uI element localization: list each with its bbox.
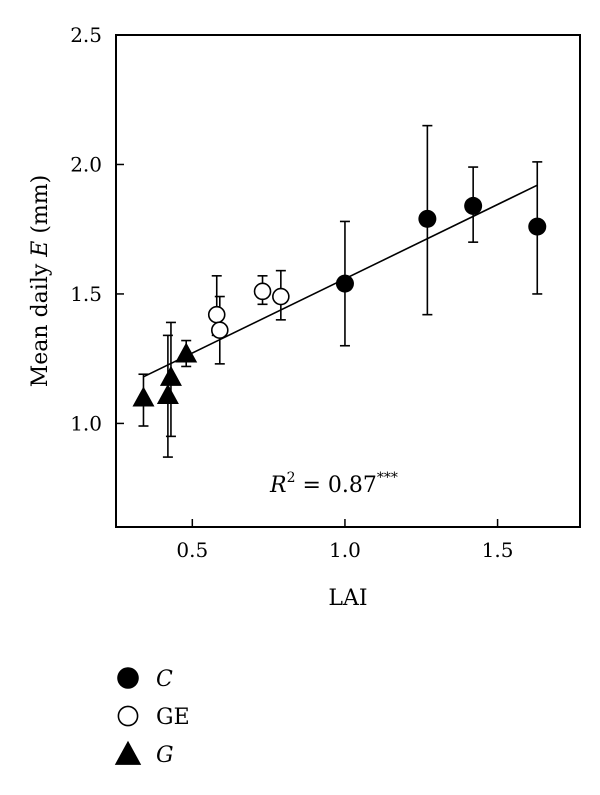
point-C-0 <box>335 274 354 293</box>
y-tick-label-0: 1.0 <box>70 411 102 435</box>
point-C-1 <box>418 209 437 228</box>
legend-label-C: C <box>156 667 173 692</box>
x-tick-label-2: 1.5 <box>482 538 514 562</box>
point-G-1 <box>156 383 179 404</box>
y-tick-label-2: 2.0 <box>70 152 102 176</box>
y-tick-label-1: 1.5 <box>70 282 102 306</box>
legend-label-G: G <box>156 743 174 768</box>
x-axis-label: LAI <box>328 586 367 611</box>
point-C-3 <box>528 217 547 236</box>
point-GE-0 <box>207 305 226 324</box>
r-squared-annotation: R2 = 0.87*** <box>269 470 398 498</box>
legend-marker-G <box>114 740 142 765</box>
data-points <box>132 196 547 407</box>
y-axis-label: Mean daily E (mm) <box>28 175 53 387</box>
tick-labels: 0.5 1.0 1.5 1.0 1.5 2.0 2.5 <box>70 23 513 562</box>
point-GE-2 <box>253 282 272 301</box>
plot-frame <box>115 34 581 528</box>
legend-marker-C <box>117 667 139 689</box>
x-tick-label-0: 0.5 <box>176 538 208 562</box>
error-bars <box>138 124 543 458</box>
point-G-0 <box>132 386 155 407</box>
point-G-3 <box>175 342 198 363</box>
legend-marker-GE <box>117 705 139 727</box>
point-GE-1 <box>210 321 229 340</box>
legend-label-GE: GE <box>156 705 190 730</box>
point-G-2 <box>159 365 182 386</box>
point-C-2 <box>464 196 483 215</box>
tick-marks <box>116 34 499 527</box>
x-tick-label-1: 1.0 <box>329 538 361 562</box>
point-GE-3 <box>272 287 290 306</box>
legend: C GE G <box>114 667 190 768</box>
y-tick-label-3: 2.5 <box>70 23 102 47</box>
